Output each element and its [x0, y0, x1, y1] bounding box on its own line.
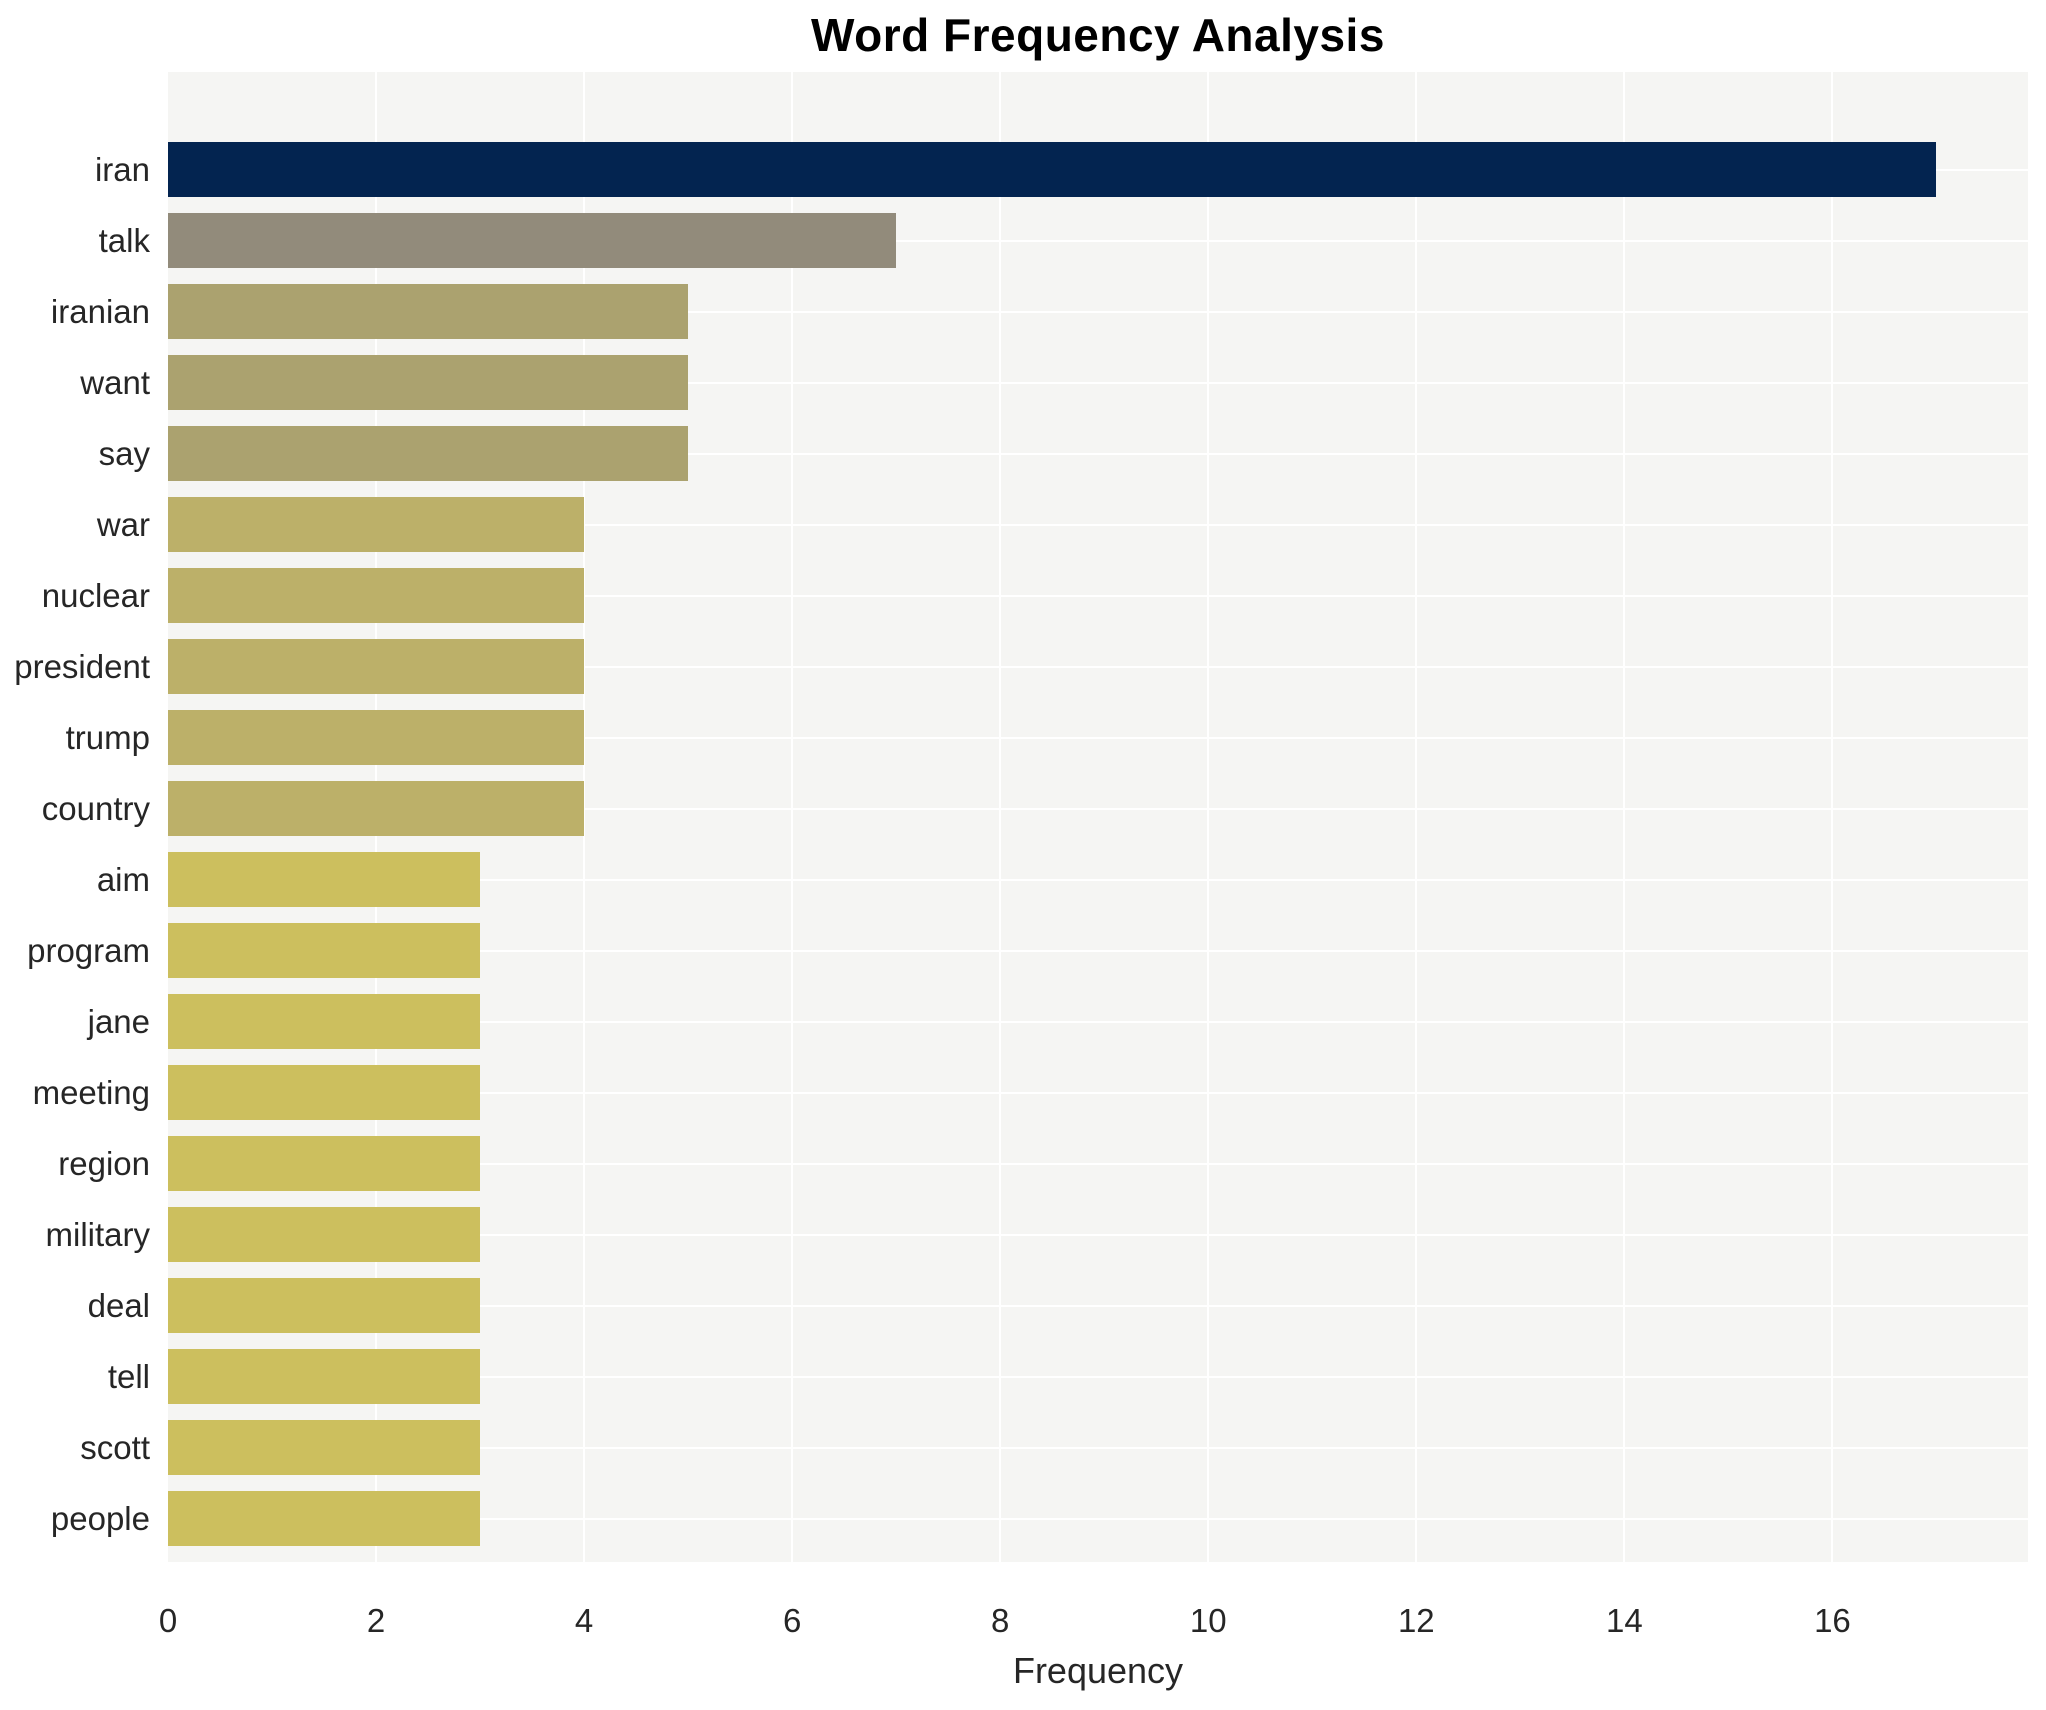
y-axis-label-aim: aim: [96, 860, 150, 898]
bar-aim: [168, 852, 481, 907]
bar-nuclear: [168, 568, 585, 623]
gridline-horizontal: [168, 310, 2028, 313]
bar-meeting: [168, 1065, 481, 1120]
y-axis-label-say: say: [98, 434, 150, 472]
y-axis-label-country: country: [41, 789, 150, 827]
y-axis-label-meeting: meeting: [32, 1073, 150, 1111]
x-tick-label-8: 8: [991, 1602, 1010, 1639]
gridline-horizontal: [168, 1375, 2028, 1378]
gridline-horizontal: [168, 1233, 2028, 1236]
plot-panel: [168, 72, 2028, 1562]
gridline-horizontal: [168, 381, 2028, 384]
bar-trump: [168, 710, 585, 765]
bar-want: [168, 355, 689, 410]
x-tick-label-10: 10: [1189, 1602, 1227, 1639]
x-tick-label-4: 4: [574, 1602, 594, 1639]
gridline-horizontal: [168, 1162, 2028, 1165]
gridline-vertical: [999, 72, 1002, 1562]
bar-president: [168, 639, 585, 694]
gridline-vertical: [1831, 72, 1834, 1562]
gridline-horizontal: [168, 239, 2028, 242]
bar-scott: [168, 1420, 481, 1475]
x-tick-label-16: 16: [1814, 1602, 1851, 1639]
y-axis-label-nuclear: nuclear: [41, 576, 150, 614]
gridline-horizontal: [168, 665, 2028, 668]
gridline-horizontal: [168, 1091, 2028, 1094]
y-axis-label-iran: iran: [94, 150, 150, 188]
gridline-horizontal: [168, 1446, 2028, 1449]
gridline-horizontal: [168, 452, 2028, 455]
gridline-horizontal: [168, 1020, 2028, 1023]
y-axis-label-region: region: [58, 1144, 150, 1182]
bar-talk: [168, 213, 897, 268]
bar-deal: [168, 1278, 481, 1333]
gridline-vertical: [583, 72, 586, 1562]
bar-country: [168, 781, 585, 836]
x-tick-label-0: 0: [158, 1602, 178, 1639]
y-axis-label-people: people: [50, 1499, 150, 1537]
bar-people: [168, 1491, 481, 1546]
gridline-horizontal: [168, 807, 2028, 810]
x-tick-label-6: 6: [782, 1602, 802, 1639]
gridline-horizontal: [168, 523, 2028, 526]
bar-tell: [168, 1349, 481, 1404]
bar-military: [168, 1207, 481, 1262]
y-axis-label-talk: talk: [98, 221, 150, 259]
bar-say: [168, 426, 689, 481]
gridline-vertical: [791, 72, 794, 1562]
y-axis-label-program: program: [27, 931, 150, 969]
y-axis-label-deal: deal: [87, 1286, 150, 1324]
bar-program: [168, 923, 481, 978]
y-axis-label-jane: jane: [87, 1002, 150, 1040]
bar-region: [168, 1136, 481, 1191]
gridline-horizontal: [168, 949, 2028, 952]
y-axis-label-tell: tell: [107, 1357, 150, 1395]
y-axis-label-war: war: [96, 505, 150, 543]
gridline-horizontal: [168, 878, 2028, 881]
y-axis-label-president: president: [14, 647, 150, 685]
x-axis-label: Frequency: [1012, 1650, 1184, 1691]
y-axis-label-want: want: [80, 363, 150, 401]
chart-title: Word Frequency Analysis: [811, 9, 1385, 61]
bar-jane: [168, 994, 481, 1049]
x-tick-label-2: 2: [366, 1602, 386, 1639]
x-tick-label-14: 14: [1606, 1602, 1643, 1639]
gridline-vertical: [1415, 72, 1418, 1562]
y-axis-label-iranian: iranian: [50, 292, 150, 330]
gridline-horizontal: [168, 1517, 2028, 1520]
y-axis-label-trump: trump: [65, 718, 150, 756]
gridline-horizontal: [168, 736, 2028, 739]
gridline-horizontal: [168, 1304, 2028, 1307]
bar-iran: [168, 142, 1937, 197]
bar-war: [168, 497, 585, 552]
gridline-vertical: [1207, 72, 1210, 1562]
x-tick-label-12: 12: [1397, 1602, 1435, 1639]
bar-iranian: [168, 284, 689, 339]
gridline-vertical: [1623, 72, 1626, 1562]
y-axis-label-scott: scott: [80, 1428, 150, 1466]
y-axis-label-military: military: [45, 1215, 151, 1253]
gridline-horizontal: [168, 594, 2028, 597]
